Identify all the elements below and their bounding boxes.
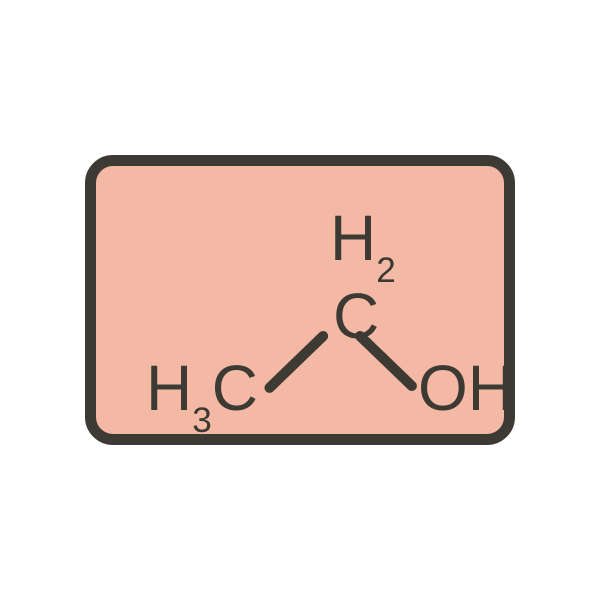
atom-symbol: H	[146, 352, 192, 424]
atom-symbol: H	[330, 202, 376, 274]
atom-symbol: C	[212, 352, 258, 424]
bond-line	[270, 336, 324, 388]
atom-symbol: C	[333, 280, 379, 352]
atom-subscript: 3	[192, 401, 212, 440]
formula-card: H2CH3COH	[85, 155, 515, 445]
atom-label-h3c_left: H3C	[146, 356, 258, 420]
atom-label-h2_top: H2	[330, 206, 396, 270]
atom-label-c_center: C	[333, 284, 379, 348]
atom-symbol: OH	[418, 352, 514, 424]
atom-label-oh_right: OH	[418, 356, 514, 420]
